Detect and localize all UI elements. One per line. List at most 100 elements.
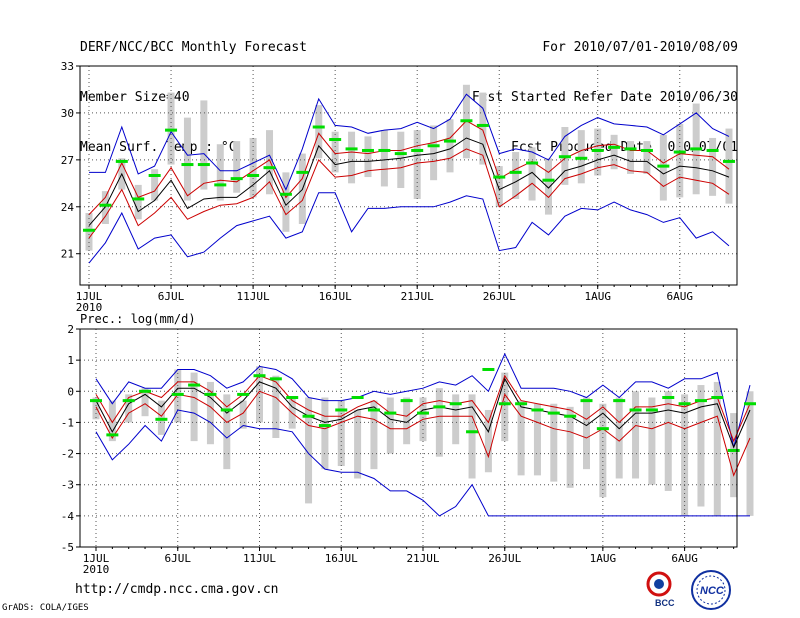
prec-mean-marker [335,408,348,412]
temp-mean-marker [132,197,145,201]
temp-q25-line [88,148,730,239]
source-url[interactable]: http://cmdp.ncc.cma.gov.cn [75,582,279,597]
prec-mean-marker [596,427,609,431]
temp-range-bar [479,92,487,165]
temp-mean-marker [329,138,342,142]
prec-mean-marker [531,408,544,412]
temp-range-bar [643,141,651,174]
temp-x-tick-label: 26JUL [483,290,516,303]
prec-range-bar [386,397,394,454]
prec-mean-marker [564,414,577,418]
forecast-period: For 2010/07/01-2010/08/09 [542,40,738,55]
prec-x-tick-label: 21JUL [406,552,439,565]
temp-range-bar [134,184,142,220]
prec-mean-marker [678,402,691,406]
prec-y-tick-label: -3 [61,479,74,492]
prec-y-tick-label: -4 [61,510,75,523]
prec-mean-marker [613,399,626,403]
temp-range-bar [577,130,585,184]
ncc-logo-ring [691,570,731,610]
bcc-logo: BCC [646,571,675,608]
temp-range-bar [315,105,323,159]
temp-range-bar [528,147,536,201]
prec-range-bar [370,400,378,470]
prec-mean-marker [694,399,707,403]
temp-mean-marker [460,119,473,123]
prec-range-bar [599,403,607,498]
temp-x-tick-label: 16JUL [319,290,352,303]
bcc-logo-text: BCC [655,598,675,608]
ncc-logo-inner-ring [696,575,726,605]
prec-range-bar [354,409,362,479]
prec-mean-marker [433,405,446,409]
temp-mean-marker [575,156,588,160]
temp-mean-marker [591,148,604,152]
temp-mean-marker [493,175,506,179]
temp-y-tick-label: 33 [61,60,74,73]
prec-range-bar [484,409,492,473]
prec-range-bar [435,388,443,457]
temp-range-bar [85,213,93,251]
temp-x-tick-label: 6AUG [667,290,694,303]
temp-mean-marker [411,148,424,152]
temp-range-bar [348,131,356,184]
bcc-logo-core [654,579,664,589]
temp-mean-marker [312,125,325,129]
prec-range-bar [108,400,116,442]
temp-range-bar [151,169,159,201]
prec-range-bar [92,397,100,420]
prec-mean-marker [727,448,740,452]
temp-range-bar [233,141,241,193]
ncc-logo: NCC [691,570,731,610]
prec-mean-marker [384,411,397,415]
temp-range-bar [380,130,388,187]
temp-plot-frame [79,65,738,286]
prec-range-bar [566,406,574,488]
temp-range-bar [200,100,208,190]
prec-plot-frame [79,328,738,548]
prec-range-bar [403,397,411,445]
temp-mean-marker [509,170,522,174]
prec-mean-marker [449,402,462,406]
prec-mean-marker [188,383,201,387]
temp-mean-marker [83,228,95,232]
prec-mean-marker [237,392,250,396]
prec-y-tick-label: -1 [61,416,74,429]
prec-mean-marker [400,399,413,403]
temp-mean-marker [247,174,260,177]
prec-mean-marker [417,411,429,415]
prec-range-bar [615,397,623,479]
temp-x-tick-label: 6JUL [158,290,185,303]
prec-range-bar [452,394,460,445]
prec-mean-marker [139,389,152,393]
prec-mean-marker [645,408,658,412]
temp-mean-marker [706,148,719,152]
temp-mean-marker [427,144,440,148]
prec-range-bar [583,397,590,470]
prec-y-tick-label: 1 [67,354,74,367]
prec-x-tick-label: 6AUG [671,552,698,565]
prec-mean-marker [744,402,756,406]
temp-min-line [88,192,730,264]
chart-title: DERF/NCC/BCC Monthly Forecast [80,40,307,55]
prec-mean-marker [662,396,675,400]
prec-range-bar [746,391,754,516]
temp-range-bar [594,128,602,176]
prec-y-tick-label: -5 [61,541,74,554]
temp-mean-marker [673,150,686,154]
prec-mean-marker [629,408,642,412]
temp-range-bar [430,125,438,181]
temp-mean-marker [608,145,621,149]
temp-mean-marker [99,203,112,207]
prec-q25-line [95,390,751,477]
temp-range-bar [610,134,618,170]
temp-range-bar [446,119,454,173]
temp-range-bar [364,136,372,178]
prec-range-bar [174,369,182,423]
temp-mean-marker [657,164,670,168]
temp-q75-line [88,120,730,215]
forecast-start-date: Fcst Started Refer Date 2010/06/30 [471,90,738,105]
temp-range-bar [512,152,520,199]
prec-range-bar [190,372,198,442]
